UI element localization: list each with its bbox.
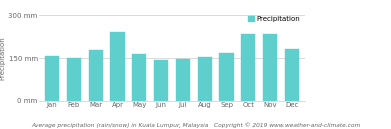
Bar	[45, 56, 59, 101]
Bar	[219, 53, 233, 101]
Bar	[263, 34, 277, 101]
Bar	[67, 58, 81, 101]
Bar	[89, 50, 103, 101]
Bar	[154, 60, 168, 101]
Bar	[176, 59, 190, 101]
Bar	[285, 49, 299, 101]
Text: Average precipitation (rain/snow) in Kuala Lumpur, Malaysia   Copyright © 2019 w: Average precipitation (rain/snow) in Kua…	[31, 122, 360, 128]
Y-axis label: Precipitation: Precipitation	[0, 36, 6, 80]
Bar	[132, 54, 147, 101]
Bar	[197, 58, 212, 101]
Bar	[241, 34, 255, 101]
Bar	[111, 32, 125, 101]
Legend: Precipitation: Precipitation	[247, 15, 301, 23]
